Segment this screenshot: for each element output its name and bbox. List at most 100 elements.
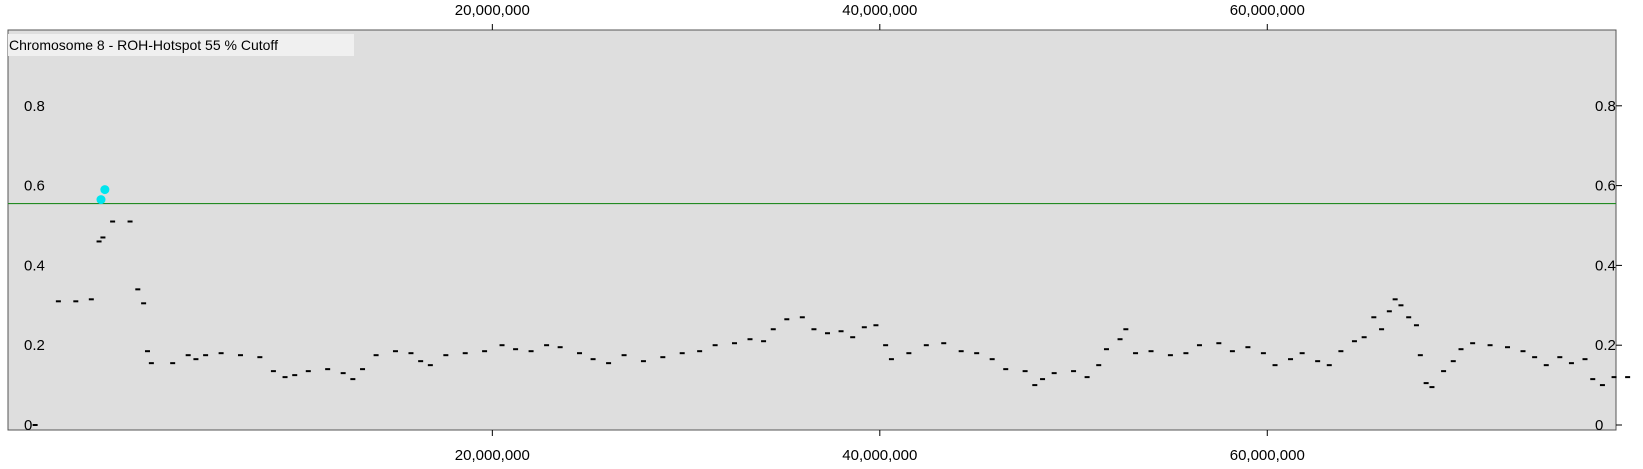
data-point (1386, 310, 1392, 313)
data-point (528, 350, 534, 353)
y-tick-label-right: 0.2 (1595, 337, 1616, 354)
data-point (621, 354, 627, 357)
data-point (1532, 356, 1538, 359)
data-point (1458, 348, 1464, 351)
data-point (55, 300, 61, 303)
y-tick-label-left: 0.6 (24, 178, 45, 195)
data-point (906, 352, 912, 355)
data-point (590, 358, 596, 361)
data-point (1582, 358, 1588, 361)
data-point (392, 350, 398, 353)
data-point (100, 236, 106, 239)
data-point (1441, 370, 1447, 373)
data-point (941, 342, 947, 345)
data-point (218, 352, 224, 355)
data-point (141, 302, 147, 305)
x-tick-label-top: 60,000,000 (1230, 2, 1305, 19)
data-point (1051, 372, 1057, 375)
x-tick-label-top: 20,000,000 (455, 2, 530, 19)
data-point (185, 354, 191, 357)
data-point (1040, 378, 1046, 381)
data-point (1351, 340, 1357, 343)
data-point (325, 368, 331, 371)
data-point (958, 350, 964, 353)
y-tick-label-right: 0.8 (1595, 98, 1616, 115)
data-point (427, 364, 433, 367)
data-point (1071, 370, 1077, 373)
data-point (1423, 382, 1429, 385)
data-point (350, 378, 356, 381)
data-point (697, 350, 703, 353)
data-point (96, 240, 102, 243)
data-point (1398, 304, 1404, 307)
data-point (1245, 346, 1251, 349)
data-point (1288, 358, 1294, 361)
data-point (861, 326, 867, 329)
data-point (1123, 328, 1129, 331)
data-point (257, 356, 263, 359)
plot-panel (7, 29, 1617, 431)
data-point (408, 352, 414, 355)
data-point (418, 360, 424, 363)
data-point (1406, 316, 1412, 319)
data-point (360, 368, 366, 371)
data-point (1326, 364, 1332, 367)
data-point (1032, 384, 1038, 387)
data-point (1196, 344, 1202, 347)
data-point (1216, 342, 1222, 345)
data-point (1371, 316, 1377, 319)
data-point (1413, 324, 1419, 327)
data-point (660, 356, 666, 359)
data-point (1417, 354, 1423, 357)
data-point (1379, 328, 1385, 331)
data-point (1543, 364, 1549, 367)
axis-ticks-layer (491, 24, 1622, 436)
data-point (110, 220, 116, 223)
data-point (513, 348, 519, 351)
data-point (747, 338, 753, 341)
y-tick-label-left: 0 (24, 417, 32, 434)
y-tick-label-left: 0.8 (24, 98, 45, 115)
data-point (1470, 342, 1476, 345)
data-point (1361, 336, 1367, 339)
x-tick-label-top: 40,000,000 (842, 2, 917, 19)
data-point (544, 344, 550, 347)
data-point (761, 340, 767, 343)
data-point (1299, 352, 1305, 355)
data-point (144, 350, 150, 353)
hotspot-point (96, 195, 106, 205)
data-point (1148, 350, 1154, 353)
data-point (373, 354, 379, 357)
data-point (1611, 376, 1617, 379)
data-point (770, 328, 776, 331)
data-point (73, 300, 79, 303)
y-tick-label-right: 0 (1595, 417, 1603, 434)
data-point (1487, 344, 1493, 347)
hotspot-point (100, 185, 110, 195)
data-points-layer (32, 185, 1631, 426)
data-point (1084, 376, 1090, 379)
data-point (340, 372, 346, 375)
data-point (1003, 368, 1009, 371)
data-point (1568, 362, 1574, 365)
data-point (850, 336, 856, 339)
data-point (1022, 370, 1028, 373)
data-point (799, 316, 805, 319)
data-point (1429, 386, 1435, 389)
chart-title-background (8, 34, 354, 56)
data-point (1229, 350, 1235, 353)
data-point (1315, 360, 1321, 363)
data-point (712, 344, 718, 347)
data-point (305, 370, 311, 373)
data-point (1557, 356, 1563, 359)
y-tick-label-left: 0.2 (24, 337, 45, 354)
data-point (873, 324, 879, 327)
data-point (1183, 352, 1189, 355)
data-point (282, 376, 288, 379)
data-point (1505, 346, 1511, 349)
data-point (443, 354, 449, 357)
data-point (127, 220, 133, 223)
data-point (923, 344, 929, 347)
x-tick-label-bottom: 40,000,000 (842, 447, 917, 464)
